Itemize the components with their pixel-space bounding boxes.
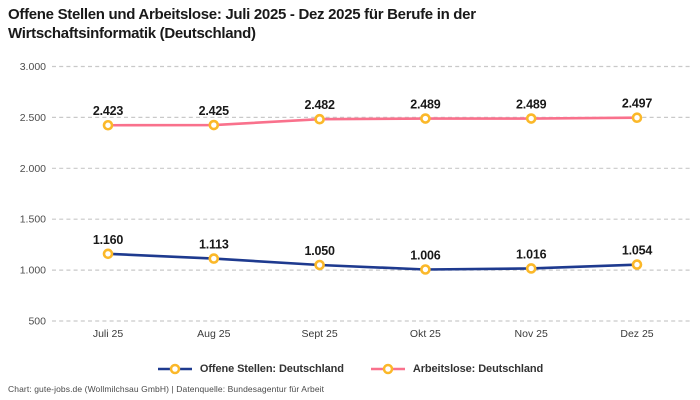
data-point-label: 1.050: [304, 244, 335, 258]
data-point-marker: [631, 259, 643, 270]
data-point-label: 2.489: [516, 98, 547, 112]
data-point-marker: [420, 113, 431, 124]
legend-swatch-line-icon: [370, 363, 405, 375]
line-chart-plot: 500 1.000 1.500 2.000 2.500 3.000 Juli 25 Aug 2…: [20, 61, 690, 340]
data-point-label: 2.489: [410, 98, 441, 112]
chart-title-line-1: Offene Stellen und Arbeitslose: Juli 202…: [8, 6, 476, 23]
data-point-label: 1.054: [622, 244, 653, 258]
data-point-label: 2.423: [93, 104, 124, 118]
chart-title-line-2: Wirtschaftsinformatik (Deutschland): [8, 25, 256, 42]
data-point-label: 1.160: [93, 233, 124, 247]
data-point-label: 1.016: [516, 247, 547, 261]
series-line: [106, 116, 639, 127]
legend-item-arbeitslose: Arbeitslose: Deutschland: [370, 363, 543, 375]
y-tick-label: 1.500: [20, 214, 46, 226]
data-point-label: 2.425: [199, 104, 230, 118]
x-tick-label: Okt 25: [410, 328, 441, 340]
legend-label-offene-stellen: Offene Stellen: Deutschland: [199, 363, 344, 375]
data-point-label: 1.113: [199, 238, 229, 252]
y-tick-label: 500: [28, 316, 46, 328]
legend-item-offene-stellen: Offene Stellen: Deutschland: [157, 363, 344, 375]
data-point-marker: [525, 263, 537, 274]
x-tick-label: Dez 25: [620, 328, 653, 340]
y-tick-label: 2.500: [20, 112, 46, 124]
data-point-marker: [420, 264, 431, 275]
legend-label-arbeitslose: Arbeitslose: Deutschland: [412, 363, 544, 375]
data-point-marker: [208, 119, 220, 131]
chart-title: Offene Stellen und Arbeitslose: Juli 202…: [8, 5, 608, 43]
data-point-marker: [525, 113, 537, 124]
data-point-marker: [314, 113, 325, 125]
chart-legend: Offene Stellen: Deutschland Arbeitslose:…: [0, 358, 700, 380]
data-point-label: 1.006: [410, 248, 441, 262]
data-point-marker: [102, 248, 114, 260]
data-point-marker: [631, 112, 643, 124]
y-tick-label: 2.000: [20, 163, 46, 175]
legend-swatch-line-icon: [157, 363, 192, 375]
data-point-label: 2.482: [304, 98, 335, 112]
y-tick-label: 1.000: [20, 265, 46, 277]
x-tick-label: Aug 25: [197, 328, 230, 340]
data-point-marker: [102, 119, 114, 131]
x-tick-label: Nov 25: [515, 328, 548, 340]
y-tick-label: 3.000: [20, 61, 46, 73]
attribution-text: Chart: gute-jobs.de (Wollmilchsau GmbH) …: [8, 384, 325, 394]
data-point-marker: [208, 253, 220, 264]
x-tick-label: Juli 25: [93, 328, 124, 340]
data-point-label: 2.497: [622, 97, 653, 111]
x-tick-label: Sept 25: [301, 328, 337, 340]
series-line: [106, 252, 639, 271]
data-point-marker: [314, 259, 325, 271]
